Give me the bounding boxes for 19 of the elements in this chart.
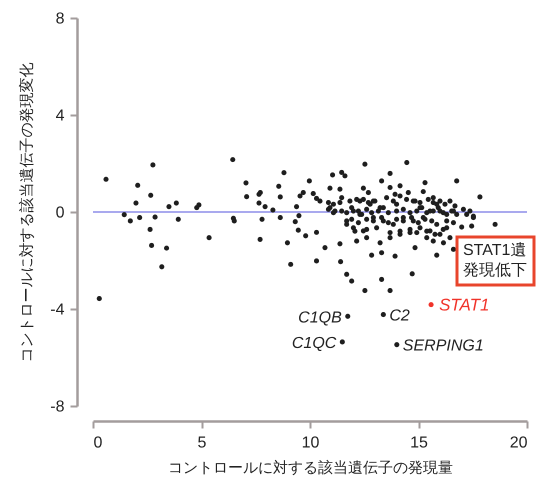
annotation: C2 [389,308,410,325]
x-tick-label: 15 [410,434,428,452]
y-tick-label: -8 [50,398,65,416]
y-tick-label: 4 [56,108,65,124]
annotation: STAT1遺 [463,242,526,259]
x-tick-label: 20 [510,434,528,452]
y-tick-label: -4 [50,302,65,318]
series-label: STAT1 [439,296,490,315]
x-tick-label: 10 [302,434,320,452]
y-tick-label: 8 [56,10,65,28]
x-axis-title: コントロールに対する該当遺伝子の発現量 [168,460,453,476]
x-tick-label: 0 [94,434,102,452]
annotation: C1QB [298,309,342,326]
annotation: SERPING1 [402,338,484,355]
annotation: C1QC [292,334,337,352]
x-tick-label: 5 [198,434,207,452]
y-tick-label: 0 [56,204,65,222]
y-axis-title: コントロールに対する該当遺伝子の発現変化 [18,62,36,362]
annotation: 発現低下 [463,262,527,279]
